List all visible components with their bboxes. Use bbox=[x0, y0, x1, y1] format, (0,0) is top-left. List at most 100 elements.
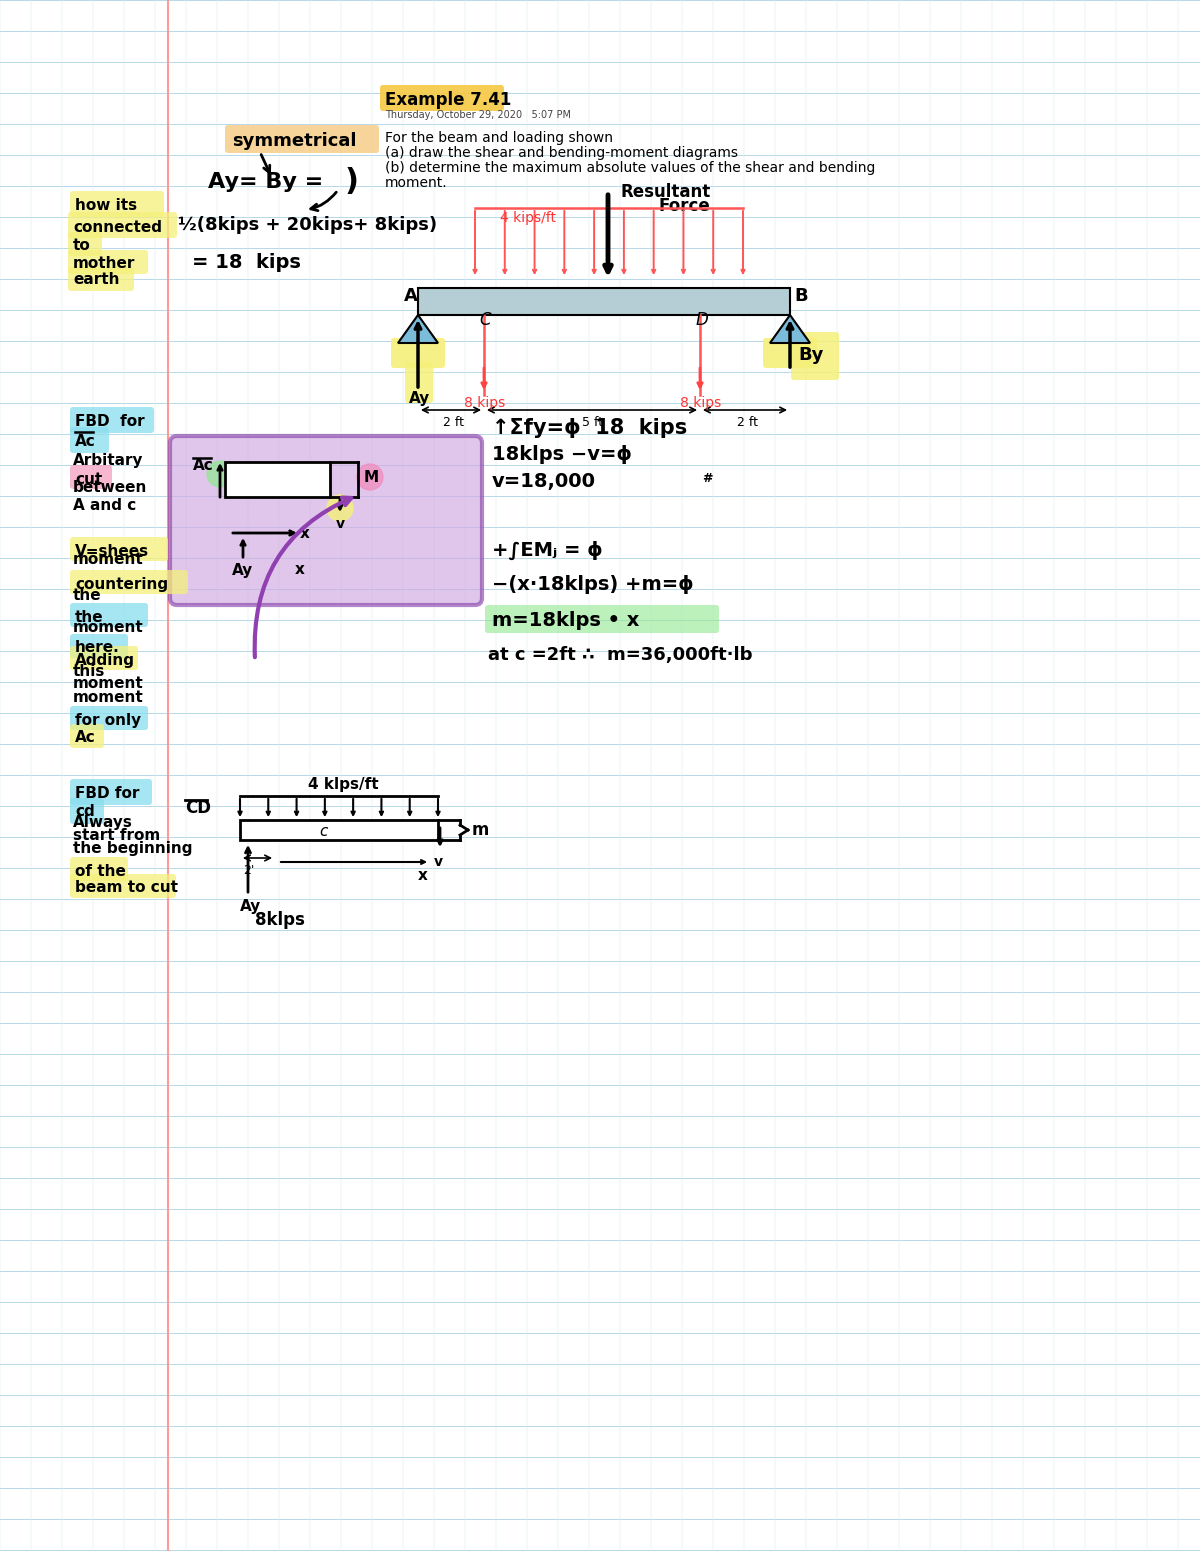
Text: ): ) bbox=[346, 168, 359, 197]
Text: this: this bbox=[73, 664, 106, 679]
FancyBboxPatch shape bbox=[70, 537, 168, 561]
Text: connected: connected bbox=[73, 220, 162, 234]
Text: Ay: Ay bbox=[232, 563, 253, 577]
FancyBboxPatch shape bbox=[70, 603, 148, 627]
Text: how its: how its bbox=[74, 199, 137, 214]
Text: Resultant: Resultant bbox=[620, 183, 710, 202]
Text: Ay= By =: Ay= By = bbox=[208, 172, 323, 192]
Text: x: x bbox=[418, 867, 428, 883]
Text: the: the bbox=[74, 610, 103, 625]
FancyBboxPatch shape bbox=[406, 361, 433, 403]
FancyBboxPatch shape bbox=[418, 288, 790, 315]
FancyBboxPatch shape bbox=[68, 212, 178, 237]
FancyBboxPatch shape bbox=[763, 338, 817, 368]
FancyBboxPatch shape bbox=[791, 332, 839, 380]
Text: symmetrical: symmetrical bbox=[232, 132, 356, 150]
Text: of the: of the bbox=[74, 864, 126, 878]
Text: moment: moment bbox=[73, 676, 144, 692]
Text: at c =2ft ∴  m=36,000ft·lb: at c =2ft ∴ m=36,000ft·lb bbox=[488, 647, 752, 664]
Text: x: x bbox=[300, 526, 310, 540]
Text: Ay: Ay bbox=[240, 898, 262, 914]
FancyBboxPatch shape bbox=[70, 427, 109, 453]
FancyBboxPatch shape bbox=[70, 799, 104, 824]
FancyBboxPatch shape bbox=[240, 820, 438, 841]
Text: A and c: A and c bbox=[73, 498, 137, 512]
Text: cut: cut bbox=[74, 472, 102, 487]
Text: moment: moment bbox=[73, 690, 144, 706]
Text: x: x bbox=[295, 563, 305, 577]
FancyBboxPatch shape bbox=[70, 724, 104, 748]
FancyBboxPatch shape bbox=[68, 267, 134, 292]
Text: (b) determine the maximum absolute values of the shear and bending: (b) determine the maximum absolute value… bbox=[385, 161, 875, 175]
Text: CD: CD bbox=[185, 799, 211, 817]
Text: (a) draw the shear and bending-moment diagrams: (a) draw the shear and bending-moment di… bbox=[385, 146, 738, 160]
Text: C: C bbox=[479, 312, 491, 329]
FancyBboxPatch shape bbox=[70, 191, 164, 217]
FancyBboxPatch shape bbox=[391, 338, 445, 368]
FancyBboxPatch shape bbox=[485, 605, 719, 633]
Text: #: # bbox=[702, 472, 713, 484]
Text: 4 kips/ft: 4 kips/ft bbox=[500, 211, 556, 225]
FancyBboxPatch shape bbox=[70, 634, 128, 658]
Text: m=18klps • x: m=18klps • x bbox=[492, 611, 640, 631]
Text: m: m bbox=[472, 820, 490, 839]
Text: beam to cut: beam to cut bbox=[74, 881, 178, 895]
Text: Ac: Ac bbox=[74, 731, 96, 746]
Text: Always: Always bbox=[73, 816, 133, 830]
Text: 2': 2' bbox=[242, 864, 254, 876]
FancyBboxPatch shape bbox=[70, 779, 152, 805]
FancyBboxPatch shape bbox=[70, 858, 128, 881]
Text: Ac: Ac bbox=[193, 459, 214, 473]
Text: here.: here. bbox=[74, 641, 120, 656]
Text: +∫EMⱼ = ϕ: +∫EMⱼ = ϕ bbox=[492, 540, 602, 560]
Text: moment: moment bbox=[73, 552, 144, 568]
Text: 2 ft: 2 ft bbox=[737, 417, 758, 430]
Text: −(x·18klps) +m=ϕ: −(x·18klps) +m=ϕ bbox=[492, 575, 694, 594]
Text: For the beam and loading shown: For the beam and loading shown bbox=[385, 130, 613, 144]
Text: earth: earth bbox=[73, 273, 120, 287]
FancyBboxPatch shape bbox=[68, 233, 102, 256]
FancyBboxPatch shape bbox=[70, 406, 154, 433]
Text: start from: start from bbox=[73, 828, 161, 844]
FancyBboxPatch shape bbox=[380, 85, 504, 112]
Text: Force: Force bbox=[658, 197, 709, 216]
Text: 18klps −v=ϕ: 18klps −v=ϕ bbox=[492, 445, 632, 464]
Circle shape bbox=[208, 461, 233, 487]
Text: Example 7.41: Example 7.41 bbox=[385, 92, 511, 109]
Text: 8 kips: 8 kips bbox=[464, 396, 505, 409]
FancyBboxPatch shape bbox=[70, 571, 188, 594]
Text: between: between bbox=[73, 479, 148, 495]
Text: Ay: Ay bbox=[409, 391, 431, 405]
Text: v: v bbox=[434, 855, 443, 869]
Text: v: v bbox=[336, 516, 346, 530]
Text: the beginning: the beginning bbox=[73, 842, 192, 856]
Text: = 18  kips: = 18 kips bbox=[192, 253, 301, 273]
Text: M: M bbox=[364, 470, 379, 484]
Text: Thursday, October 29, 2020   5:07 PM: Thursday, October 29, 2020 5:07 PM bbox=[385, 110, 571, 119]
Polygon shape bbox=[770, 315, 810, 343]
Text: 4 klps/ft: 4 klps/ft bbox=[308, 777, 379, 791]
FancyBboxPatch shape bbox=[70, 706, 148, 731]
Text: Arbitary: Arbitary bbox=[73, 453, 144, 467]
FancyBboxPatch shape bbox=[68, 250, 148, 275]
Text: 5 ft: 5 ft bbox=[582, 417, 604, 430]
FancyBboxPatch shape bbox=[226, 126, 379, 154]
Text: cd: cd bbox=[74, 805, 95, 819]
FancyBboxPatch shape bbox=[70, 465, 112, 489]
Text: mother: mother bbox=[73, 256, 136, 270]
Circle shape bbox=[358, 464, 383, 490]
Text: Adding: Adding bbox=[74, 653, 134, 667]
Circle shape bbox=[326, 495, 353, 521]
Text: c: c bbox=[319, 825, 328, 839]
Text: V=shees: V=shees bbox=[74, 543, 149, 558]
Text: By: By bbox=[798, 346, 823, 364]
Text: ½(8kips + 20kips+ 8kips): ½(8kips + 20kips+ 8kips) bbox=[178, 216, 437, 234]
Text: 8klps: 8klps bbox=[256, 910, 305, 929]
FancyBboxPatch shape bbox=[70, 875, 176, 898]
Text: for only: for only bbox=[74, 712, 142, 727]
FancyBboxPatch shape bbox=[226, 462, 330, 496]
Text: 2 ft: 2 ft bbox=[443, 417, 464, 430]
Text: B: B bbox=[794, 287, 808, 306]
FancyBboxPatch shape bbox=[170, 436, 482, 605]
Text: moment: moment bbox=[73, 619, 144, 634]
